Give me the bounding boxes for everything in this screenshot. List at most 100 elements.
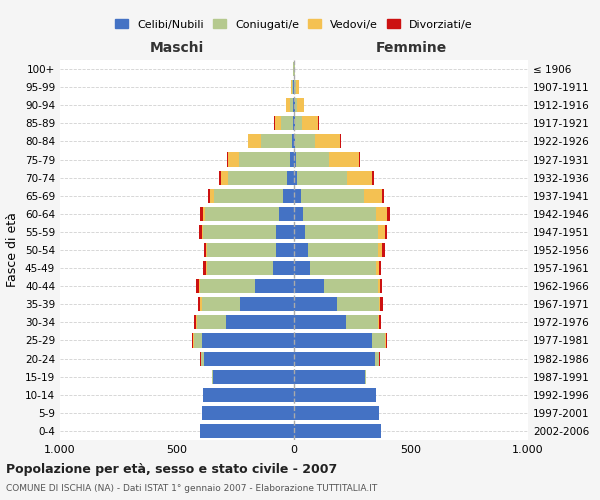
Bar: [206, 243, 207, 257]
Bar: [346, 316, 378, 330]
Bar: [261, 134, 292, 148]
Bar: [294, 243, 308, 257]
Bar: [201, 352, 204, 366]
Text: Popolazione per età, sesso e stato civile - 2007: Popolazione per età, sesso e stato civil…: [6, 462, 337, 475]
Bar: [207, 243, 276, 257]
Bar: [275, 116, 281, 130]
Bar: [196, 279, 199, 293]
Bar: [279, 207, 294, 221]
Bar: [256, 279, 294, 293]
Bar: [220, 170, 221, 184]
Bar: [203, 388, 294, 402]
Bar: [202, 225, 203, 239]
Bar: [386, 334, 387, 347]
Bar: [294, 334, 371, 347]
Bar: [200, 352, 201, 366]
Bar: [226, 316, 294, 330]
Bar: [276, 225, 294, 239]
Bar: [294, 370, 365, 384]
Bar: [294, 98, 295, 112]
Bar: [379, 261, 381, 275]
Bar: [294, 388, 376, 402]
Y-axis label: Fasce di età: Fasce di età: [7, 212, 19, 288]
Bar: [297, 170, 347, 184]
Bar: [294, 188, 301, 203]
Y-axis label: Anni di nascita: Anni di nascita: [596, 204, 600, 296]
Bar: [294, 225, 305, 239]
Bar: [292, 80, 293, 94]
Bar: [199, 279, 200, 293]
Bar: [294, 406, 379, 420]
Bar: [372, 170, 374, 184]
Bar: [387, 207, 390, 221]
Bar: [382, 188, 385, 203]
Bar: [295, 80, 296, 94]
Bar: [378, 316, 379, 330]
Bar: [276, 243, 294, 257]
Bar: [376, 207, 387, 221]
Bar: [200, 424, 294, 438]
Bar: [294, 170, 297, 184]
Bar: [203, 225, 276, 239]
Bar: [228, 170, 287, 184]
Bar: [308, 243, 378, 257]
Bar: [240, 297, 294, 312]
Bar: [204, 352, 294, 366]
Bar: [213, 370, 294, 384]
Bar: [295, 134, 314, 148]
Bar: [340, 134, 341, 148]
Bar: [191, 334, 193, 347]
Bar: [209, 188, 214, 203]
Bar: [198, 297, 200, 312]
Bar: [294, 424, 380, 438]
Bar: [310, 261, 376, 275]
Bar: [314, 134, 340, 148]
Bar: [302, 116, 319, 130]
Bar: [294, 279, 324, 293]
Bar: [379, 316, 381, 330]
Text: COMUNE DI ISCHIA (NA) - Dati ISTAT 1° gennaio 2007 - Elaborazione TUTTITALIA.IT: COMUNE DI ISCHIA (NA) - Dati ISTAT 1° ge…: [6, 484, 377, 493]
Bar: [281, 116, 293, 130]
Bar: [290, 98, 293, 112]
Bar: [290, 152, 294, 166]
Bar: [295, 116, 302, 130]
Bar: [203, 207, 205, 221]
Text: Maschi: Maschi: [150, 40, 204, 54]
Bar: [200, 279, 256, 293]
Bar: [293, 80, 294, 94]
Bar: [294, 352, 375, 366]
Bar: [286, 98, 290, 112]
Bar: [207, 261, 274, 275]
Bar: [294, 207, 303, 221]
Bar: [378, 243, 382, 257]
Bar: [205, 207, 279, 221]
Bar: [274, 261, 294, 275]
Bar: [385, 225, 387, 239]
Bar: [329, 152, 359, 166]
Bar: [380, 279, 382, 293]
Bar: [194, 316, 196, 330]
Bar: [228, 152, 239, 166]
Bar: [197, 316, 226, 330]
Bar: [200, 207, 203, 221]
Bar: [202, 334, 294, 347]
Bar: [347, 170, 372, 184]
Bar: [294, 297, 337, 312]
Bar: [382, 243, 385, 257]
Bar: [291, 80, 292, 94]
Bar: [294, 152, 296, 166]
Bar: [293, 116, 294, 130]
Bar: [337, 297, 379, 312]
Bar: [375, 352, 379, 366]
Bar: [212, 370, 213, 384]
Bar: [378, 225, 385, 239]
Bar: [283, 188, 294, 203]
Bar: [239, 152, 290, 166]
Bar: [292, 134, 294, 148]
Bar: [378, 279, 380, 293]
Bar: [380, 297, 383, 312]
Bar: [297, 98, 304, 112]
Bar: [293, 98, 294, 112]
Bar: [193, 334, 194, 347]
Bar: [287, 170, 294, 184]
